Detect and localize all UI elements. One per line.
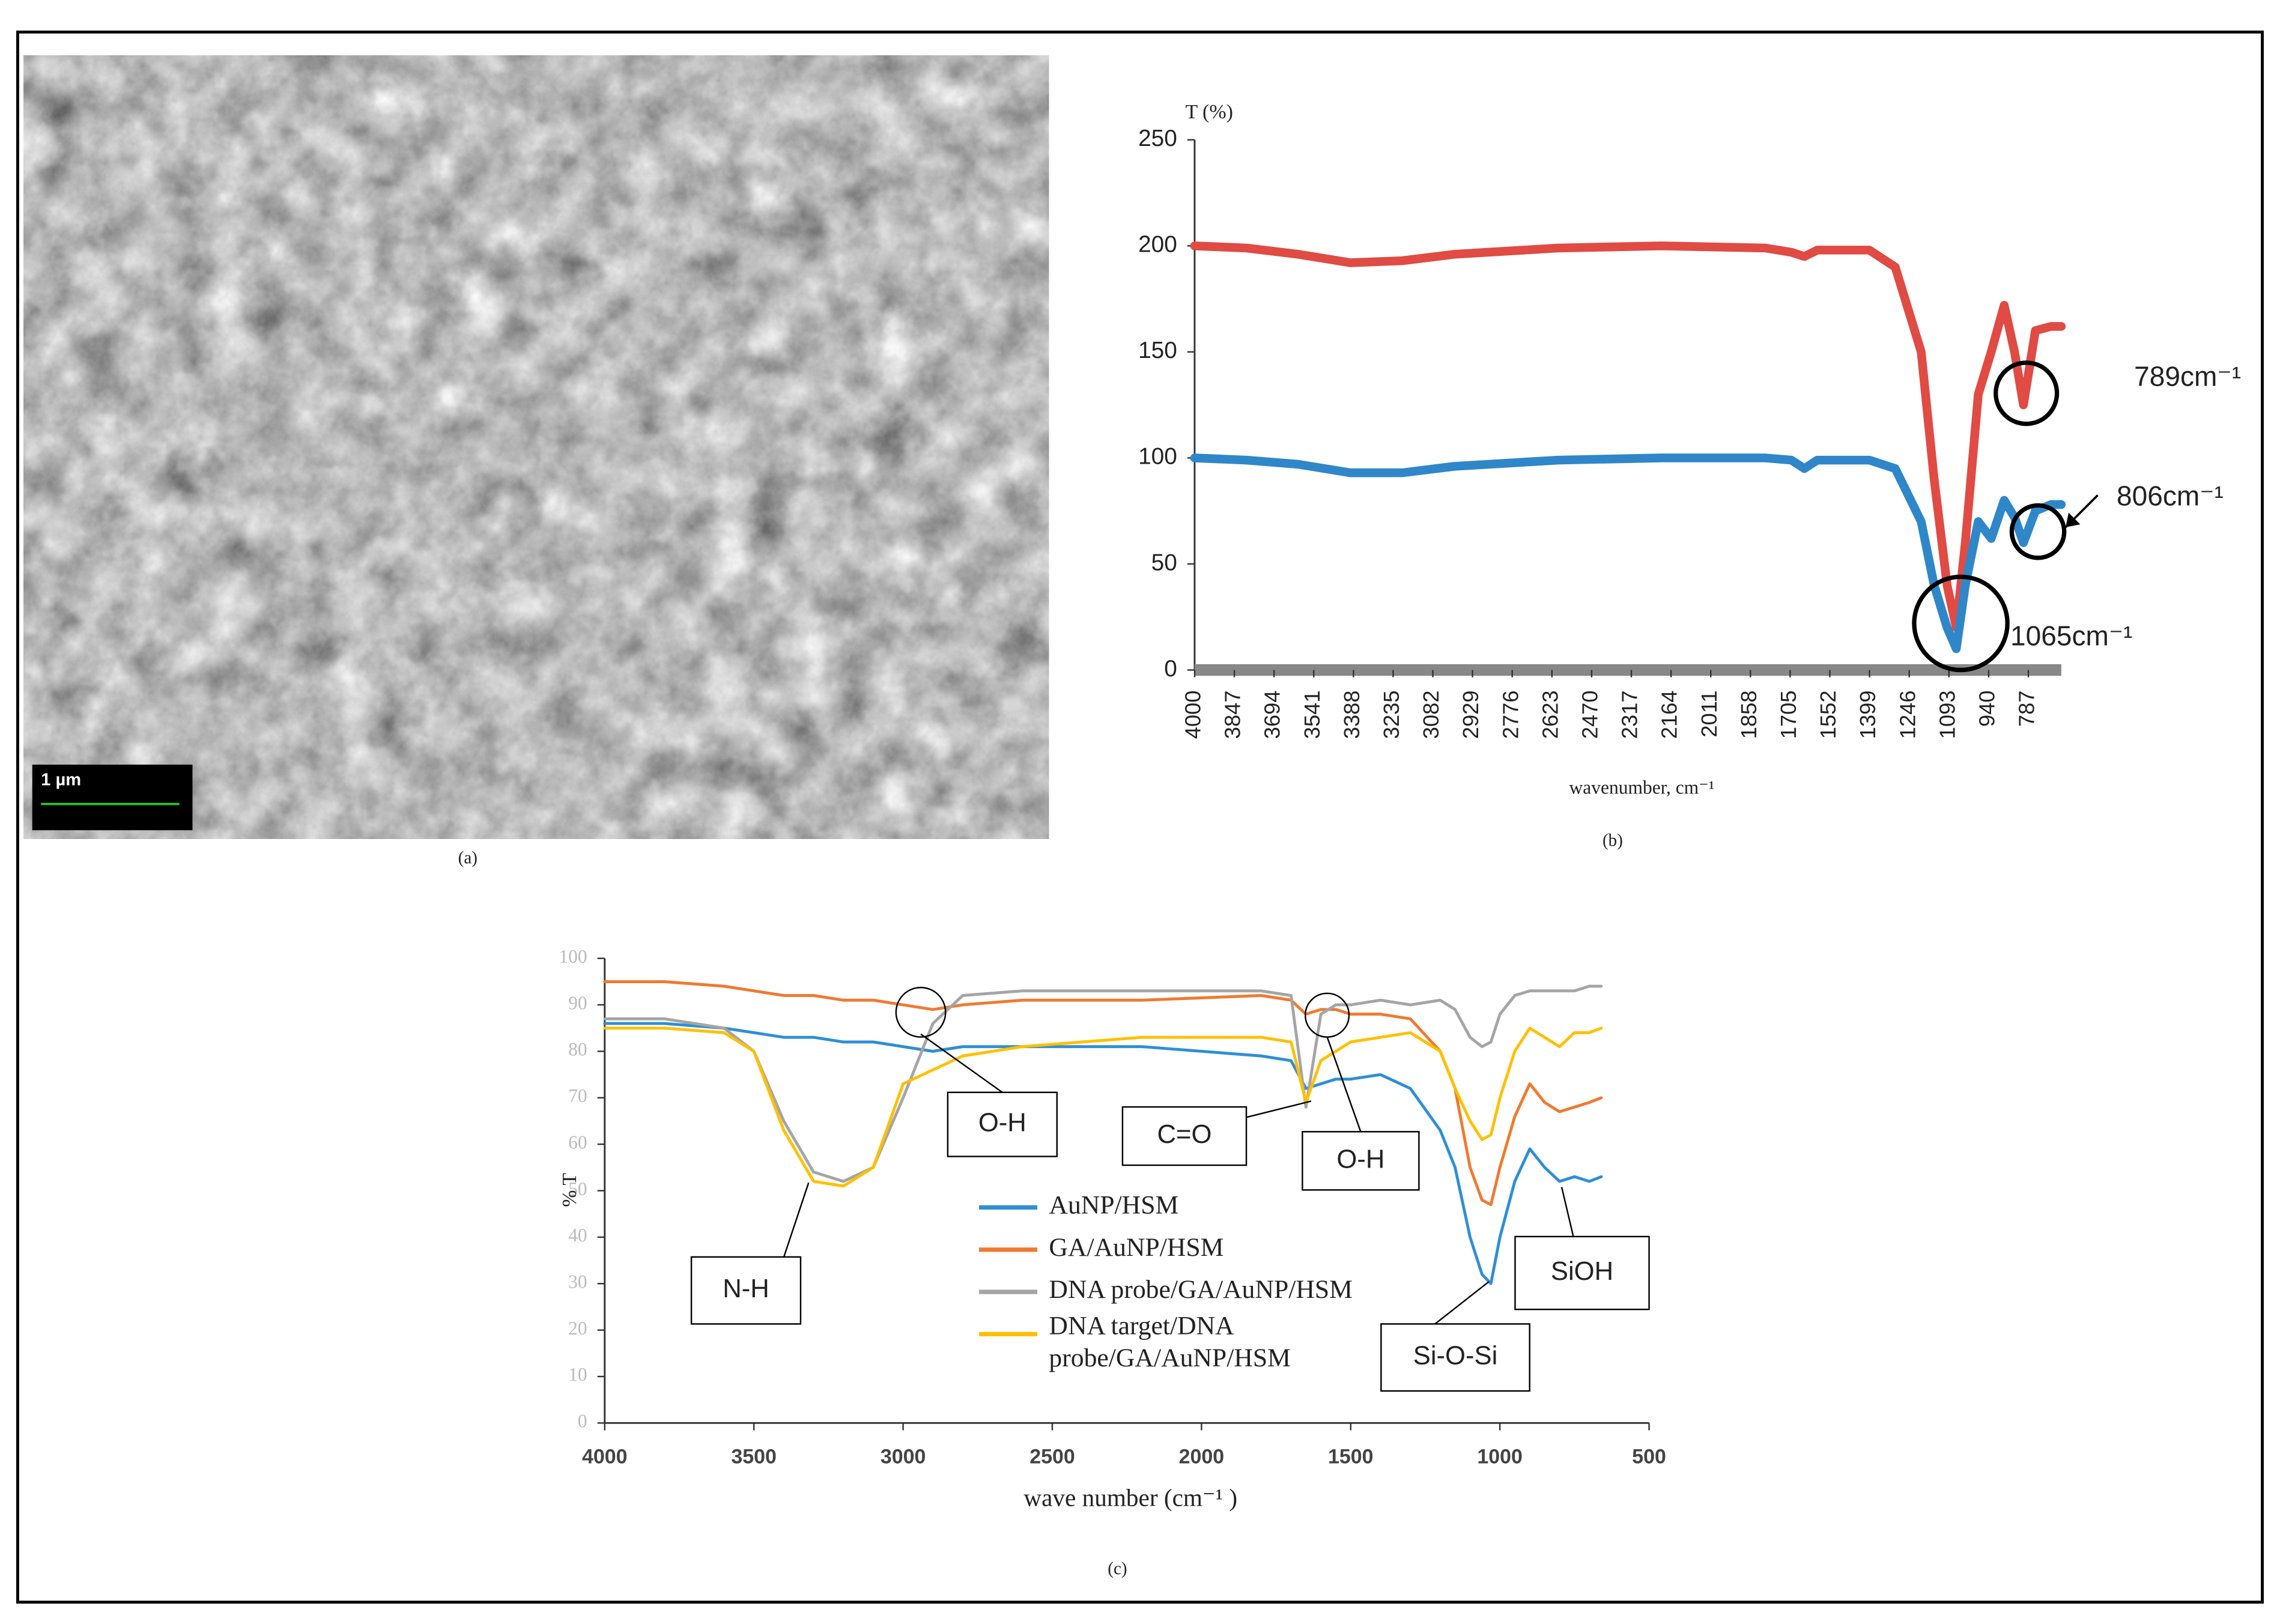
scale-bar-label: 1 µm — [41, 771, 81, 790]
sem-image — [23, 55, 1049, 839]
x-tick-label: 4000 — [1181, 691, 1205, 739]
x-tick-label: 2000 — [1179, 1446, 1225, 1468]
x-tick-label: 2470 — [1578, 691, 1602, 739]
y-tick-label: 20 — [568, 1318, 587, 1339]
y-tick-label: 80 — [568, 1039, 587, 1060]
x-tick-label: 1552 — [1816, 691, 1840, 739]
x-tick-label: 2623 — [1538, 691, 1562, 739]
y-tick-label: 0 — [1164, 656, 1177, 682]
highlight-circle — [1912, 574, 2010, 673]
x-tick-label: 787 — [2015, 691, 2039, 727]
y-tick-label: 100 — [559, 946, 587, 967]
annotation: N-H — [723, 1274, 769, 1303]
x-tick-label: 2164 — [1657, 691, 1682, 739]
x-tick-label: 3235 — [1379, 691, 1404, 739]
x-tick-label: 4000 — [582, 1446, 627, 1468]
highlight-circle — [2009, 503, 2067, 560]
x-tick-label: 1705 — [1776, 691, 1801, 739]
x-tick-label: 3082 — [1419, 691, 1443, 739]
highlight-circle — [1305, 992, 1350, 1038]
leader-line — [1434, 1281, 1490, 1325]
y-tick-label: 10 — [568, 1364, 587, 1385]
leader-line — [1560, 1187, 1574, 1237]
legend-label: AuNP/HSM — [1049, 1190, 1178, 1219]
annotation: O-H — [1336, 1144, 1384, 1174]
caption: (b) — [1602, 831, 1623, 850]
y-tick-label: 50 — [568, 1178, 587, 1199]
x-tick-label: 2500 — [1029, 1446, 1075, 1468]
y-tick-label: 150 — [1138, 338, 1177, 363]
x-tick-label: 500 — [1632, 1446, 1666, 1468]
x-tick-label: 2776 — [1498, 691, 1523, 739]
annotation: Si-O-Si — [1413, 1341, 1498, 1371]
annotation: 789cm⁻¹ — [2134, 361, 2241, 392]
annotation-box — [1121, 1106, 1248, 1166]
annotation-box — [690, 1256, 802, 1325]
y-tick-label: 90 — [568, 992, 587, 1013]
annotation: 806cm⁻¹ — [2117, 480, 2224, 512]
annotation-box — [1514, 1235, 1650, 1310]
x-tick-label: 1000 — [1477, 1446, 1523, 1468]
annotation: SiOH — [1551, 1256, 1613, 1286]
leader-line — [920, 1033, 1003, 1093]
annotation-box — [1302, 1131, 1420, 1191]
scale-bar-box — [32, 765, 193, 831]
x-tick-label: 3694 — [1260, 691, 1285, 739]
x-tick-label: 1246 — [1895, 691, 1920, 739]
legend-label: DNA target/DNA probe/GA/AuNP/HSM — [1049, 1312, 1290, 1372]
x-tick-label: 940 — [1975, 691, 2000, 727]
x-tick-label: 3847 — [1220, 691, 1245, 739]
frame — [16, 30, 2264, 1604]
caption: (a) — [458, 848, 478, 867]
x-tick-label: 1093 — [1935, 691, 1959, 739]
y-tick-label: 60 — [568, 1132, 587, 1153]
y-tick-label: 100 — [1138, 444, 1177, 470]
y-tick-label: 250 — [1138, 126, 1177, 151]
series-line — [603, 980, 1603, 1207]
y-tick-label: 40 — [568, 1225, 587, 1246]
x-tick-label: 2929 — [1458, 691, 1483, 739]
series-line — [1190, 453, 2066, 653]
highlight-circle — [895, 987, 947, 1038]
x-tick-label: 3500 — [731, 1446, 777, 1468]
caption: (c) — [1108, 1559, 1127, 1578]
series-line — [1190, 241, 2066, 632]
highlight-circle — [1993, 360, 2060, 426]
series-line — [603, 984, 1603, 1183]
series-line — [603, 1022, 1603, 1285]
x-tick-label: 3388 — [1339, 691, 1364, 739]
x-tick-label: 2011 — [1697, 691, 1721, 738]
series-line — [603, 1026, 1603, 1188]
y-tick-label: 50 — [1151, 550, 1177, 575]
y-axis-label: % T — [559, 1173, 581, 1207]
annotation: C=O — [1157, 1120, 1211, 1149]
annotation: O-H — [978, 1108, 1026, 1138]
x-tick-label: 1500 — [1328, 1446, 1374, 1468]
x-axis-label: wavenumber, cm⁻¹ — [1569, 777, 1715, 798]
annotation: 1065cm⁻¹ — [2010, 620, 2133, 651]
arrow-head — [2066, 512, 2081, 527]
y-axis-label: T (%) — [1185, 101, 1232, 123]
legend-label: GA/AuNP/HSM — [1049, 1233, 1223, 1262]
x-tick-label: 2317 — [1618, 691, 1642, 739]
y-tick-label: 70 — [568, 1085, 587, 1106]
leader-line — [1246, 1100, 1312, 1118]
x-tick-label: 3541 — [1300, 691, 1324, 739]
x-tick-label: 1399 — [1855, 691, 1880, 739]
x-tick-label: 1858 — [1736, 691, 1761, 739]
leader-line — [1326, 1037, 1362, 1132]
x-tick-label: 3000 — [881, 1446, 926, 1468]
y-tick-label: 200 — [1138, 232, 1177, 258]
x-axis-label: wave number (cm⁻¹ ) — [1023, 1483, 1237, 1512]
legend-label: DNA probe/GA/AuNP/HSM — [1049, 1275, 1353, 1304]
annotation-box — [947, 1091, 1058, 1157]
y-tick-label: 0 — [578, 1411, 587, 1432]
leader-line — [783, 1182, 810, 1258]
y-tick-label: 30 — [568, 1271, 587, 1292]
annotation-box — [1380, 1323, 1530, 1392]
